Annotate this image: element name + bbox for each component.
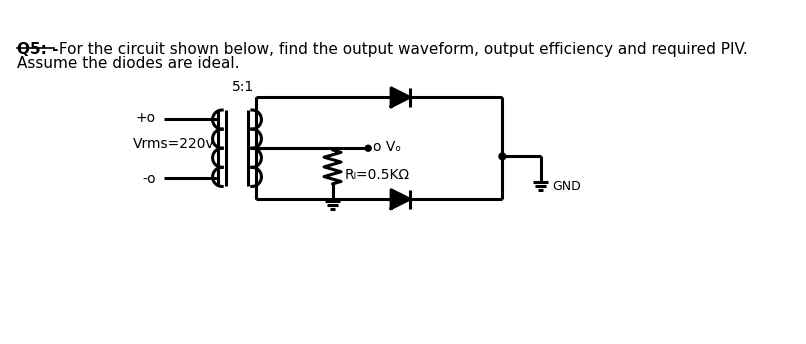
Circle shape [365, 145, 372, 151]
Text: o Vₒ: o Vₒ [373, 140, 401, 154]
Text: Vrms=220v: Vrms=220v [133, 137, 214, 151]
Text: +o: +o [135, 111, 156, 125]
Text: Rₗ=0.5KΩ: Rₗ=0.5KΩ [344, 168, 409, 182]
Text: Assume the diodes are ideal.: Assume the diodes are ideal. [17, 56, 239, 71]
Polygon shape [391, 88, 409, 107]
Text: Q5: -: Q5: - [17, 42, 58, 57]
Text: GND: GND [552, 180, 581, 193]
Polygon shape [391, 190, 409, 208]
Text: -o: -o [143, 172, 156, 186]
Text: For the circuit shown below, find the output waveform, output efficiency and req: For the circuit shown below, find the ou… [54, 42, 748, 57]
Circle shape [499, 153, 505, 160]
Text: 5:1: 5:1 [232, 80, 255, 94]
